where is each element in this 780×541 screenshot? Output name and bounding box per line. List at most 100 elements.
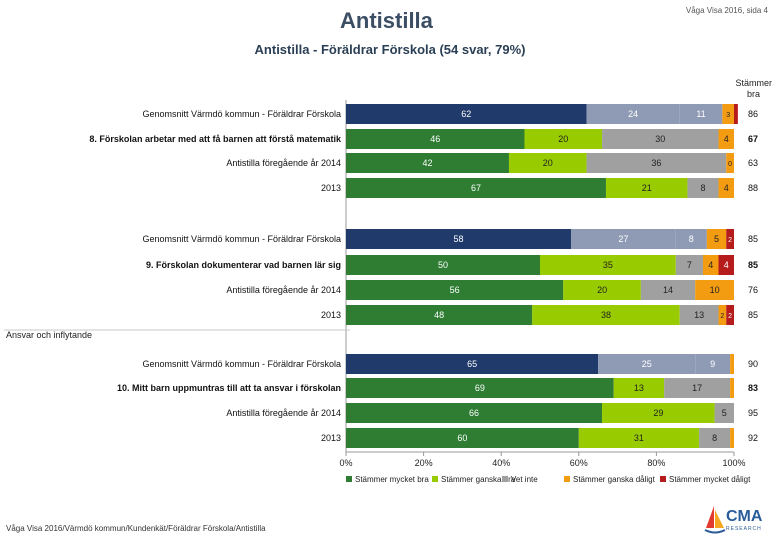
- data-label: 13: [634, 383, 644, 393]
- bar-segment: [702, 255, 719, 275]
- bar-segment: [578, 428, 700, 448]
- legend-label: Vet inte: [511, 475, 538, 484]
- data-label: 66: [469, 408, 479, 418]
- row-score: 92: [748, 433, 758, 443]
- right-column-header: Stämmer: [735, 78, 772, 88]
- data-label: 42: [422, 158, 432, 168]
- row-label: Genomsnitt Värmdö kommun - Föräldrar För…: [142, 359, 341, 369]
- bar-segment: [586, 153, 727, 173]
- legend-swatch: [502, 476, 508, 482]
- row-label: Antistilla föregående år 2014: [226, 408, 341, 418]
- row-score: 86: [748, 109, 758, 119]
- bar-segment: [695, 280, 734, 300]
- header-note: Våga Visa 2016, sida 4: [685, 6, 768, 15]
- data-label: 3: [726, 112, 730, 119]
- data-label: 67: [471, 183, 481, 193]
- data-label: 46: [430, 134, 440, 144]
- data-label: 21: [642, 183, 652, 193]
- bar-segment: [675, 255, 703, 275]
- bar-segment: [722, 104, 734, 124]
- row-score: 76: [748, 285, 758, 295]
- cma-logo: CMA RESEARCH: [704, 504, 770, 536]
- row-score: 85: [748, 310, 758, 320]
- bar-segment: [706, 229, 727, 249]
- bar-segment: [675, 229, 707, 249]
- bar-segment: [346, 153, 509, 173]
- data-label: 13: [694, 310, 704, 320]
- bar-segment: [346, 129, 525, 149]
- data-label: 8: [700, 183, 705, 193]
- bar-segment: [664, 378, 731, 398]
- data-label: 20: [543, 158, 553, 168]
- data-label: 7: [687, 260, 692, 270]
- bar-segment: [605, 178, 688, 198]
- data-label: 62: [461, 109, 471, 119]
- bar-segment: [730, 428, 734, 448]
- data-label: 14: [663, 285, 673, 295]
- data-label: 65: [467, 359, 477, 369]
- legend-label: Stämmer ganska dåligt: [573, 475, 656, 484]
- data-label: 25: [642, 359, 652, 369]
- data-label: 2: [720, 313, 724, 320]
- bar-segment: [734, 104, 738, 124]
- bar-segment: [346, 178, 606, 198]
- legend-swatch: [660, 476, 666, 482]
- bar-segment: [718, 255, 734, 275]
- bar-segment: [679, 305, 719, 325]
- x-tick-label: 20%: [415, 458, 433, 468]
- data-label: 4: [708, 260, 713, 270]
- chart-title: Antistilla - Föräldrar Förskola (54 svar…: [254, 42, 526, 57]
- legend-label: Stämmer mycket bra: [355, 475, 429, 484]
- bar-segment: [718, 305, 727, 325]
- bar-segment: [679, 104, 723, 124]
- legend-swatch: [346, 476, 352, 482]
- data-label: 2: [728, 313, 732, 320]
- row-score: 83: [748, 383, 758, 393]
- row-label: 10. Mitt barn uppmuntras till att ta ans…: [117, 383, 341, 393]
- data-label: 17: [692, 383, 702, 393]
- row-label: 9. Förskolan dokumenterar vad barnen lär…: [146, 260, 341, 270]
- data-label: 5: [722, 408, 727, 418]
- bar-segment: [602, 129, 719, 149]
- row-score: 88: [748, 183, 758, 193]
- bar-segment: [714, 403, 734, 423]
- row-score: 90: [748, 359, 758, 369]
- row-label: Genomsnitt Värmdö kommun - Föräldrar För…: [142, 109, 341, 119]
- data-label: 5: [714, 234, 719, 244]
- bar-segment: [346, 229, 572, 249]
- bar-segment: [346, 280, 564, 300]
- legend-label: Stämmer ganska bra: [441, 475, 516, 484]
- data-label: 30: [655, 134, 665, 144]
- bar-segment: [346, 255, 540, 275]
- data-label: 58: [454, 234, 464, 244]
- data-label: 20: [597, 285, 607, 295]
- data-label: 9: [710, 359, 715, 369]
- data-label: 29: [653, 408, 663, 418]
- data-label: 50: [438, 260, 448, 270]
- data-label: 24: [628, 109, 638, 119]
- bar-segment: [613, 378, 665, 398]
- data-label: 35: [603, 260, 613, 270]
- logo-text: CMA: [726, 508, 763, 525]
- row-label: 2013: [321, 183, 341, 193]
- sailboat-icon: [704, 506, 726, 534]
- bar-segment: [695, 354, 731, 374]
- data-label: 31: [634, 433, 644, 443]
- bar-segment: [718, 129, 734, 149]
- x-tick-label: 100%: [722, 458, 745, 468]
- data-label: 0: [728, 161, 732, 168]
- bar-segment: [346, 354, 599, 374]
- page-title: Antistilla: [340, 8, 433, 33]
- footer-note: Våga Visa 2016/Värmdö kommun/Kundenkät/F…: [6, 524, 266, 533]
- x-tick-label: 40%: [492, 458, 510, 468]
- data-label: 4: [724, 260, 729, 270]
- bar-segment: [540, 255, 676, 275]
- bar-segment: [346, 378, 614, 398]
- bar-segment: [524, 129, 603, 149]
- data-label: 11: [696, 109, 705, 119]
- bar-segment: [718, 178, 734, 198]
- data-label: 20: [558, 134, 568, 144]
- data-label: 4: [724, 134, 729, 144]
- data-label: 2: [728, 237, 732, 244]
